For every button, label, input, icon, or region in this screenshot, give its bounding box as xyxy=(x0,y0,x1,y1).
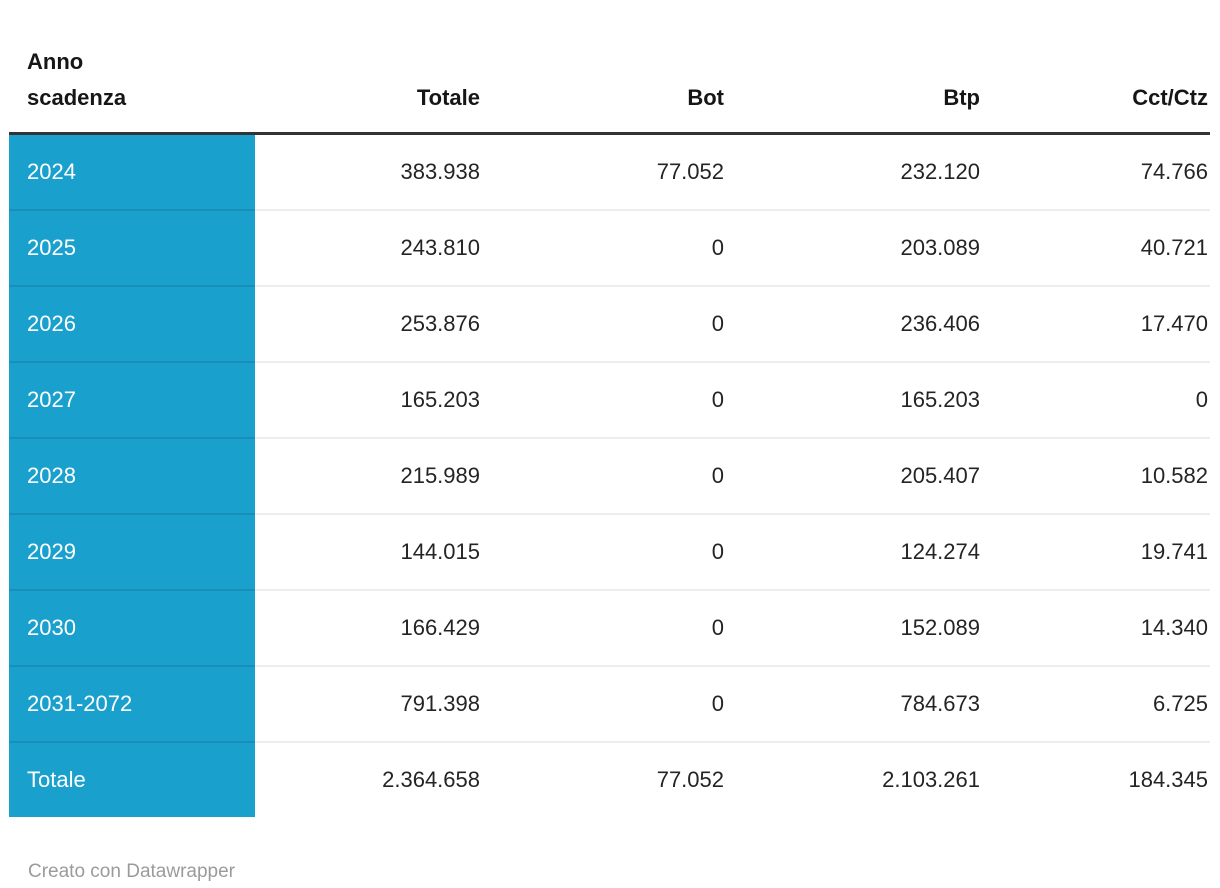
data-cell: 236.406 xyxy=(726,286,982,363)
data-cell: 791.398 xyxy=(255,666,482,743)
data-cell: 165.203 xyxy=(726,362,982,439)
table-row: 2029 144.015 0 124.274 19.741 xyxy=(9,514,1210,591)
table-row: 2025 243.810 0 203.089 40.721 xyxy=(9,210,1210,287)
table-row: 2028 215.989 0 205.407 10.582 xyxy=(9,438,1210,515)
row-header-cell: 2027 xyxy=(9,362,255,439)
table-row: 2030 166.429 0 152.089 14.340 xyxy=(9,590,1210,667)
data-cell: 40.721 xyxy=(982,210,1210,287)
data-cell: 0 xyxy=(482,666,726,743)
data-cell: 152.089 xyxy=(726,590,982,667)
column-header-btp: Btp xyxy=(726,10,982,135)
data-cell: 232.120 xyxy=(726,133,982,211)
data-cell: 205.407 xyxy=(726,438,982,515)
table-body: 2024 383.938 77.052 232.120 74.766 2025 243.81… xyxy=(9,133,1210,817)
data-cell: 0 xyxy=(482,590,726,667)
data-cell: 253.876 xyxy=(255,286,482,363)
data-cell: 166.429 xyxy=(255,590,482,667)
table-row: 2031-2072 791.398 0 784.673 6.725 xyxy=(9,666,1210,743)
data-cell: 0 xyxy=(482,362,726,439)
data-cell: 2.103.261 xyxy=(882,767,980,792)
table-row: Totale 2.364.658 77.052 2.103.261 184.345 xyxy=(9,742,1210,817)
datawrapper-attribution[interactable]: Creato con Datawrapper xyxy=(28,861,235,882)
data-cell: 243.810 xyxy=(255,210,482,287)
data-cell: 124.274 xyxy=(726,514,982,591)
data-cell: 14.340 xyxy=(982,590,1210,667)
column-header-totale: Totale xyxy=(255,10,482,135)
data-cell: 215.989 xyxy=(255,438,482,515)
data-cell: 0 xyxy=(482,286,726,363)
data-cell: 184.345 xyxy=(1128,767,1208,792)
data-cell: 203.089 xyxy=(726,210,982,287)
row-header-cell: 2030 xyxy=(9,590,255,667)
data-cell: 784.673 xyxy=(726,666,982,743)
data-cell: 74.766 xyxy=(982,133,1210,211)
data-cell: 77.052 xyxy=(482,133,726,211)
data-cell: 0 xyxy=(482,438,726,515)
data-cell: 0 xyxy=(982,362,1210,439)
column-header-cct-ctz: Cct/Ctz xyxy=(982,10,1210,135)
data-cell: 0 xyxy=(482,210,726,287)
data-cell: 17.470 xyxy=(982,286,1210,363)
data-table: Anno scadenza Totale Bot Btp Cct/Ctz 202… xyxy=(9,10,1210,817)
data-cell: 6.725 xyxy=(982,666,1210,743)
row-header-cell: 2024 xyxy=(9,133,255,211)
row-header-cell: 2029 xyxy=(9,514,255,591)
row-header-cell: 2026 xyxy=(9,286,255,363)
table-row: 2027 165.203 0 165.203 0 xyxy=(9,362,1210,439)
data-cell: 19.741 xyxy=(982,514,1210,591)
row-header-cell: 2025 xyxy=(9,210,255,287)
row-header-cell: 2031-2072 xyxy=(9,666,255,743)
table-row: 2026 253.876 0 236.406 17.470 xyxy=(9,286,1210,363)
row-header-cell: 2028 xyxy=(9,438,255,515)
data-cell: 2.364.658 xyxy=(382,767,480,792)
row-header-cell: Totale xyxy=(9,742,255,817)
data-cell: 144.015 xyxy=(255,514,482,591)
data-cell: 10.582 xyxy=(982,438,1210,515)
table-row: 2024 383.938 77.052 232.120 74.766 xyxy=(9,133,1210,211)
data-cell: 165.203 xyxy=(255,362,482,439)
header-row: Anno scadenza Totale Bot Btp Cct/Ctz xyxy=(9,10,1210,135)
data-cell: 77.052 xyxy=(656,767,724,792)
data-cell: 383.938 xyxy=(255,133,482,211)
column-header-bot: Bot xyxy=(482,10,726,135)
column-header-anno-scadenza: Anno scadenza xyxy=(9,10,255,135)
table-card: Anno scadenza Totale Bot Btp Cct/Ctz 202… xyxy=(0,10,1220,884)
data-cell: 0 xyxy=(482,514,726,591)
